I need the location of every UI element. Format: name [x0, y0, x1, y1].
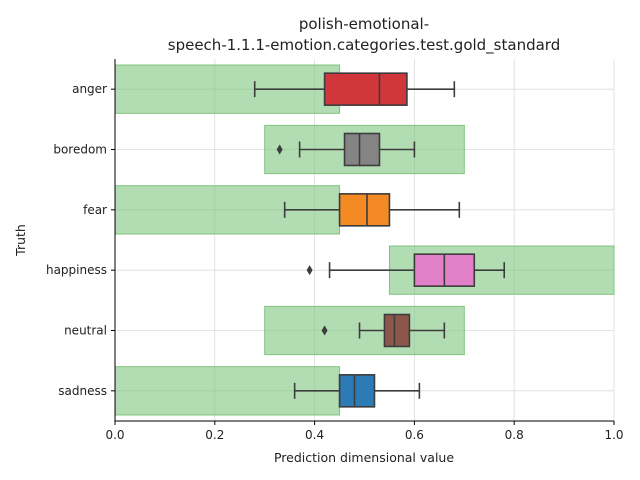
outlier-boredom-0: [276, 144, 283, 155]
y-tick-label-happiness: happiness: [46, 263, 107, 277]
x-tick-label-5: 1.0: [604, 428, 623, 442]
x-tick-label-3: 0.6: [405, 428, 424, 442]
outlier-neutral-0: [321, 325, 328, 336]
y-tick-label-neutral: neutral: [64, 324, 107, 338]
box-sadness: [338, 374, 376, 408]
chart-title-line-1: polish-emotional-: [299, 15, 429, 33]
y-axis-label: Truth: [13, 224, 28, 257]
y-tick-label-boredom: boredom: [53, 143, 107, 157]
box-layer: [253, 72, 506, 408]
box-anger: [323, 72, 408, 106]
box-fear: [338, 193, 391, 227]
y-tick-label-fear: fear: [83, 203, 107, 217]
chart-title-line-2: speech-1.1.1-emotion.categories.test.gol…: [168, 36, 560, 55]
x-tick-label-1: 0.2: [205, 428, 224, 442]
expected-range-layer: [114, 64, 615, 416]
outlier-happiness-0: [306, 265, 313, 276]
box-neutral: [383, 313, 411, 348]
x-tick-label-0: 0.0: [105, 428, 124, 442]
x-axis-label: Prediction dimensional value: [274, 450, 454, 465]
axis-layer: 0.0 0.2 0.4 0.6 0.8 1.0 anger boredom fear happin…: [46, 59, 624, 442]
y-tick-label-anger: anger: [72, 82, 107, 96]
x-tick-label-2: 0.4: [305, 428, 324, 442]
box-boredom: [343, 132, 381, 167]
y-tick-label-sadness: sadness: [58, 384, 107, 398]
x-tick-label-4: 0.8: [505, 428, 524, 442]
